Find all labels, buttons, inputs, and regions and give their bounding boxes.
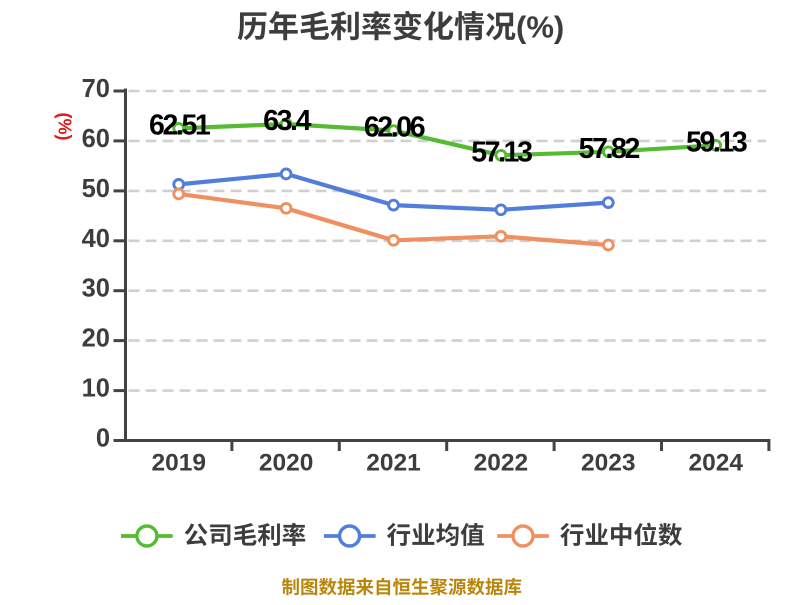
svg-text:62.06: 62.06: [364, 112, 425, 144]
svg-text:2024: 2024: [688, 450, 743, 477]
svg-text:0: 0: [96, 425, 110, 453]
svg-text:40: 40: [82, 225, 110, 253]
svg-text:70: 70: [82, 75, 110, 103]
svg-text:2020: 2020: [259, 450, 314, 477]
svg-text:50: 50: [82, 175, 110, 203]
svg-text:(%): (%): [516, 10, 564, 45]
svg-text:20: 20: [82, 325, 110, 353]
svg-text:2023: 2023: [581, 450, 636, 477]
svg-text:59.13: 59.13: [686, 126, 747, 158]
svg-text:57.13: 57.13: [471, 136, 532, 168]
svg-text:10: 10: [82, 375, 110, 403]
svg-text:2019: 2019: [151, 450, 206, 477]
svg-text:(%): (%): [55, 113, 75, 141]
svg-text:2022: 2022: [474, 450, 529, 477]
svg-text:62.51: 62.51: [149, 109, 211, 141]
svg-text:57.82: 57.82: [579, 133, 640, 165]
svg-text:30: 30: [82, 275, 110, 303]
svg-text:2021: 2021: [366, 450, 421, 477]
svg-text:60: 60: [82, 125, 110, 153]
svg-text:63.4: 63.4: [263, 105, 311, 137]
